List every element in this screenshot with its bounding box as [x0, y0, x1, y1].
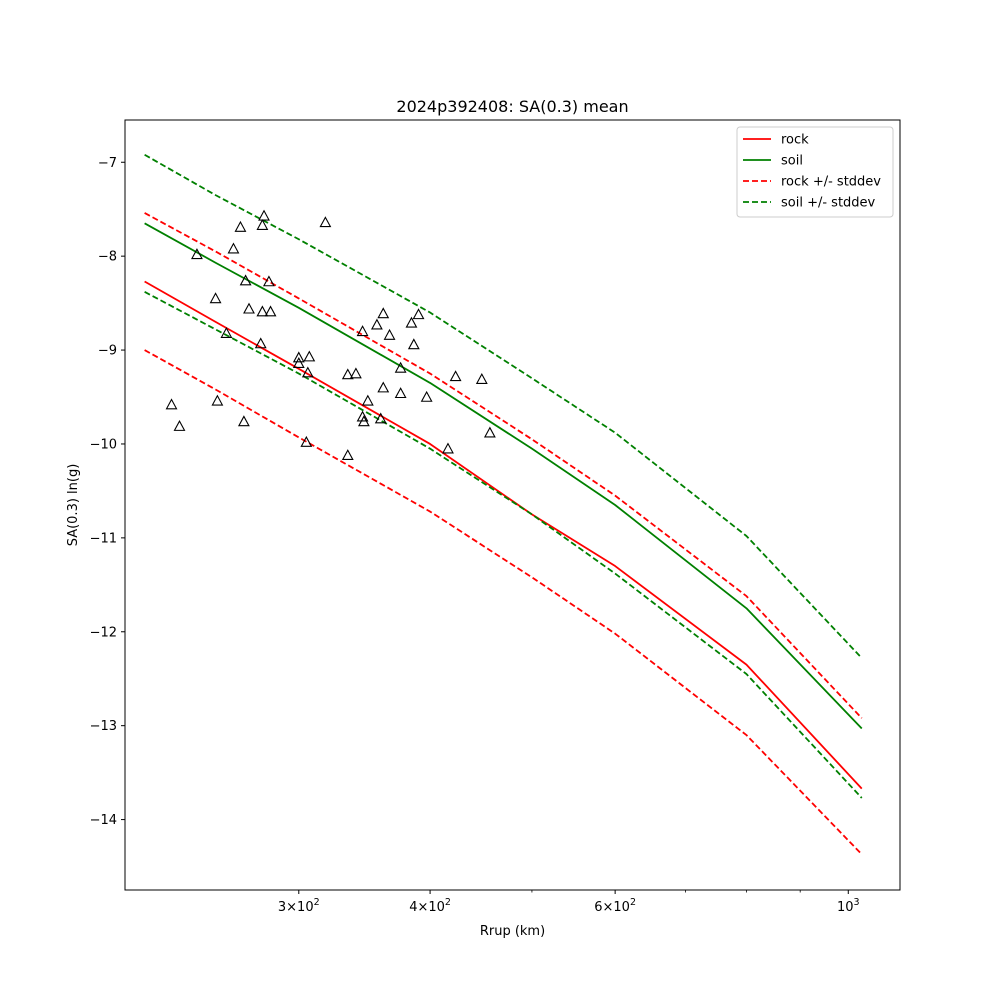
- data-point-3: [209, 292, 222, 304]
- data-point-28: [357, 415, 370, 427]
- data-point-14: [258, 209, 270, 221]
- legend-label-2: rock +/- stddev: [781, 175, 881, 190]
- y-tick-label-7: −7: [98, 156, 117, 171]
- data-point-11: [254, 337, 267, 349]
- series-layer: [144, 153, 863, 855]
- data-point-1: [173, 419, 186, 431]
- data-point-24: [341, 449, 354, 461]
- data-point-29: [361, 394, 374, 406]
- y-tick-label-1: −13: [90, 719, 117, 734]
- data-point-23: [341, 368, 354, 380]
- data-point-31: [374, 412, 387, 424]
- legend: rock soil rock +/- stddev soil +/- stddev: [736, 126, 894, 218]
- data-point-35: [394, 361, 407, 373]
- data-point-37: [405, 316, 418, 328]
- data-point-42: [449, 370, 462, 382]
- data-point-38: [407, 338, 420, 350]
- plot-frame: [124, 119, 901, 891]
- scatter-layer: [165, 209, 496, 461]
- data-point-16: [264, 305, 277, 317]
- data-point-32: [377, 307, 390, 319]
- data-point-19: [300, 435, 313, 447]
- x-tick-label-0: 3×102: [278, 897, 320, 915]
- chart-title: 2024p392408: SA(0.3) mean: [396, 97, 628, 116]
- data-point-4: [211, 394, 224, 406]
- y-tick-label-2: −12: [90, 625, 117, 640]
- data-point-8: [237, 415, 250, 427]
- data-point-10: [243, 302, 255, 314]
- data-point-44: [483, 426, 496, 438]
- data-point-0: [165, 398, 178, 410]
- series-line-2: [144, 212, 863, 719]
- data-point-17: [292, 351, 305, 363]
- x-tick-label-1: 4×102: [409, 897, 451, 915]
- x-axis-label: Rrup (km): [480, 924, 545, 939]
- series-line-5: [144, 291, 863, 799]
- y-tick-label-3: −11: [90, 531, 117, 546]
- x-tick-label-2: 6×102: [594, 897, 636, 915]
- axes-layer: −14 −13 −12 −11 −10 −9 −8 −7 3×102 4×102 6×102 103: [90, 156, 860, 915]
- data-point-22: [319, 216, 332, 228]
- data-point-5: [220, 327, 233, 338]
- series-line-1: [144, 222, 863, 730]
- data-point-34: [383, 328, 396, 340]
- legend-box: [736, 126, 894, 218]
- x-tick-label-3: 103: [837, 897, 860, 915]
- data-point-43: [475, 373, 488, 384]
- series-line-3: [144, 349, 863, 855]
- data-point-41: [442, 442, 454, 454]
- data-point-21: [303, 350, 316, 362]
- series-line-4: [144, 153, 863, 659]
- legend-label-1: soil: [781, 154, 803, 169]
- y-tick-label-5: −9: [98, 344, 117, 359]
- data-point-18: [292, 357, 305, 369]
- data-point-39: [412, 308, 425, 320]
- series-line-0: [144, 280, 863, 790]
- data-point-25: [349, 367, 362, 379]
- y-axis-label: SA(0.3) ln(g): [66, 464, 81, 547]
- data-point-40: [420, 390, 433, 402]
- data-point-26: [356, 325, 369, 337]
- y-tick-label-0: −14: [90, 813, 117, 828]
- data-point-13: [256, 219, 269, 230]
- data-point-27: [356, 410, 369, 422]
- data-point-9: [239, 274, 252, 286]
- data-point-20: [301, 366, 314, 378]
- data-point-33: [377, 381, 390, 393]
- data-point-7: [234, 220, 247, 232]
- data-point-15: [262, 275, 275, 287]
- y-tick-label-4: −10: [90, 437, 117, 452]
- legend-label-0: rock: [781, 133, 809, 148]
- data-point-2: [191, 248, 203, 260]
- legend-label-3: soil +/- stddev: [781, 196, 876, 211]
- data-point-6: [227, 242, 240, 254]
- y-tick-label-6: −8: [98, 250, 117, 265]
- data-point-30: [370, 318, 383, 330]
- data-point-36: [394, 387, 407, 399]
- data-point-12: [256, 305, 269, 317]
